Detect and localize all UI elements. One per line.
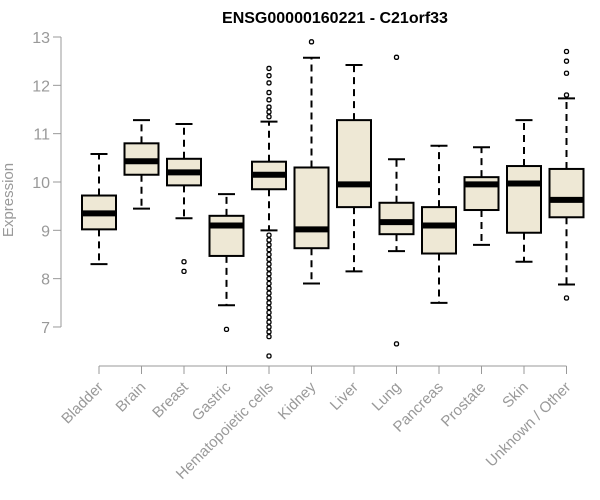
outlier-point	[266, 247, 272, 253]
outlier-point	[266, 285, 272, 291]
outlier-point	[266, 261, 272, 267]
iqr-box	[548, 167, 585, 219]
x-tick-label: Brain	[113, 379, 150, 416]
box-8	[421, 144, 457, 304]
outlier-point	[266, 109, 272, 115]
iqr-box	[506, 165, 542, 234]
outlier-point	[266, 80, 272, 86]
x-tick-label: Lung	[369, 379, 405, 415]
y-tick-label: 13	[32, 30, 50, 47]
outlier-point	[563, 58, 570, 64]
outlier-point	[308, 39, 315, 45]
y-tick-label: 12	[32, 78, 50, 95]
box-10	[506, 119, 542, 263]
y-tick-label: 9	[41, 223, 50, 240]
outlier-point	[266, 329, 272, 335]
outlier-point	[266, 309, 272, 316]
outlier-point	[393, 54, 400, 60]
outlier-point	[266, 242, 272, 248]
outlier-point	[266, 114, 272, 120]
x-tick-label: Breast	[149, 378, 192, 421]
box-11	[548, 48, 585, 301]
outlier-point	[223, 326, 230, 333]
box-0	[81, 152, 117, 266]
y-tick-label: 8	[41, 272, 50, 289]
box-6	[336, 64, 372, 273]
outlier-point	[266, 333, 272, 340]
x-tick-label: Liver	[327, 379, 362, 414]
box-2	[166, 122, 202, 275]
outlier-point	[266, 290, 272, 296]
outlier-point	[266, 237, 272, 243]
iqr-box	[293, 166, 330, 250]
box-1	[123, 119, 160, 210]
outlier-point	[563, 295, 570, 301]
y-tick-label: 7	[41, 320, 50, 337]
outlier-point	[266, 319, 272, 325]
chart-title: ENSG00000160221 - C21orf33	[222, 10, 448, 27]
outlier-point	[266, 104, 272, 110]
outlier-point	[266, 324, 272, 330]
outlier-point	[266, 251, 272, 258]
y-tick-label: 10	[32, 175, 50, 192]
outlier-point	[266, 266, 272, 272]
box-9	[463, 146, 500, 246]
boxes-layer	[81, 39, 585, 359]
outlier-point	[266, 89, 272, 96]
outlier-point	[266, 232, 272, 238]
box-3	[208, 193, 245, 333]
outlier-point	[266, 73, 272, 79]
y-tick-label: 11	[33, 127, 50, 144]
outlier-point	[266, 300, 272, 306]
x-tick-label: Prostate	[438, 379, 490, 431]
x-tick-label: Kidney	[275, 378, 320, 423]
outlier-point	[563, 48, 570, 55]
outlier-point	[181, 268, 187, 275]
iqr-box	[336, 119, 372, 209]
outlier-point	[266, 65, 272, 72]
iqr-box	[208, 214, 245, 257]
iqr-box	[421, 206, 457, 255]
outlier-point	[266, 280, 272, 287]
x-tick-label: Bladder	[58, 379, 107, 428]
outlier-point	[266, 256, 272, 262]
outlier-point	[266, 304, 272, 311]
outlier-point	[266, 314, 272, 320]
outlier-point	[393, 341, 400, 347]
outlier-point	[266, 271, 272, 277]
outlier-point	[266, 275, 272, 282]
x-tick-label: Skin	[499, 379, 532, 412]
box-7	[378, 54, 415, 347]
outlier-point	[266, 97, 272, 103]
box-4	[251, 65, 287, 359]
y-axis-label: Expression	[0, 163, 17, 237]
box-5	[293, 39, 330, 285]
outlier-point	[563, 92, 570, 98]
y-axis: 7 8 9 10 11 12 13	[32, 30, 62, 337]
outlier-point	[266, 295, 272, 301]
iqr-box	[378, 201, 415, 236]
outlier-point	[266, 353, 272, 359]
outlier-point	[563, 70, 570, 76]
outlier-point	[181, 259, 187, 265]
